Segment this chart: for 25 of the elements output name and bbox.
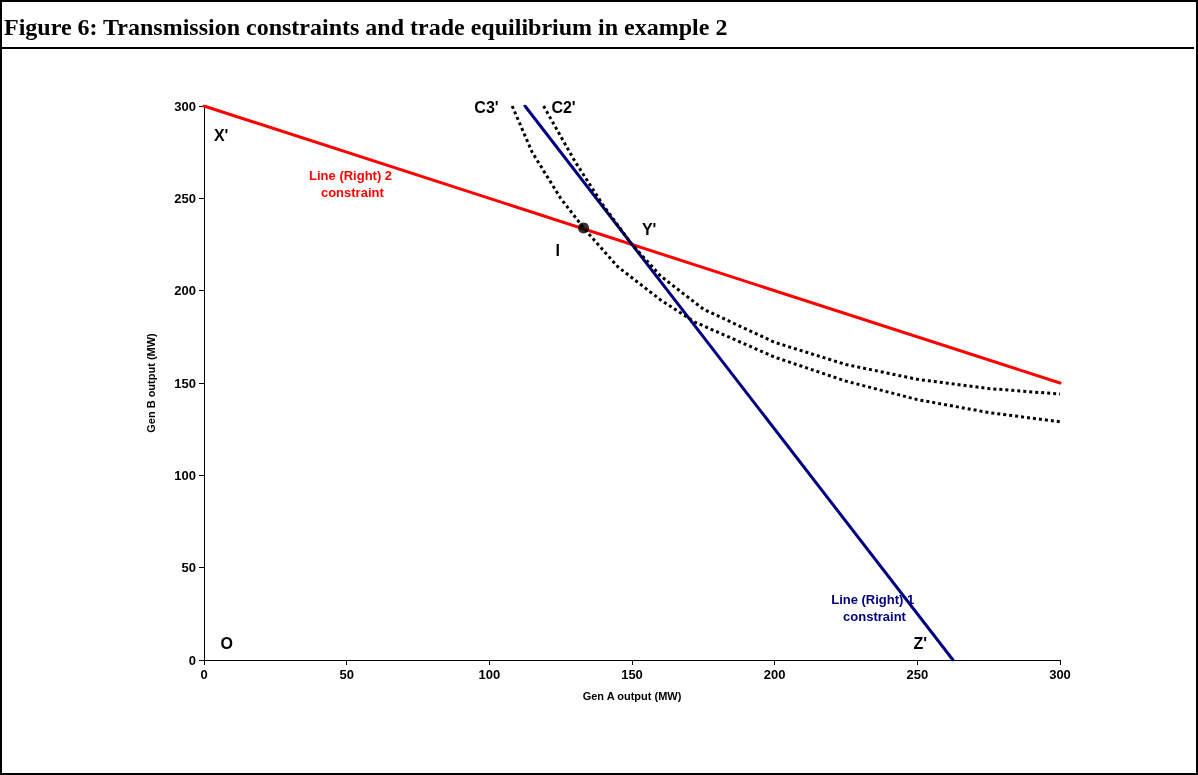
annotation: I [555, 241, 561, 259]
y-tick-label: 100 [174, 467, 196, 483]
annotation: Y' [641, 221, 657, 239]
annotation: C3' [474, 99, 499, 117]
y-tick-label: 300 [174, 98, 196, 114]
y-tick-label: 50 [181, 560, 196, 576]
x-tick-label: 0 [200, 667, 208, 682]
annotation: O [220, 634, 234, 652]
x-axis-title: Gen A output (MW) [582, 689, 682, 702]
y-tick-label: 200 [174, 283, 196, 299]
chart-title: Figure 6: Transmission constraints and trade equilibrium in example 2 [4, 14, 728, 41]
y-tick-label: 150 [174, 375, 196, 391]
y-tick-label: 250 [174, 190, 196, 206]
x-tick-label: 100 [478, 667, 501, 682]
x-tick-label: 200 [763, 667, 786, 682]
annotation: X' [213, 127, 229, 145]
x-tick-label: 50 [339, 667, 354, 682]
annotation: C2' [551, 99, 576, 117]
x-tick-label: 300 [1049, 667, 1071, 682]
x-tick-label: 150 [621, 667, 643, 682]
y-axis-title: Gen B output (MW) [144, 332, 157, 433]
annotation: Z' [913, 634, 927, 652]
series-label: Line (Right) 2 constraint [309, 167, 396, 200]
y-tick-label: 0 [188, 652, 196, 668]
x-tick-label: 250 [906, 667, 929, 682]
